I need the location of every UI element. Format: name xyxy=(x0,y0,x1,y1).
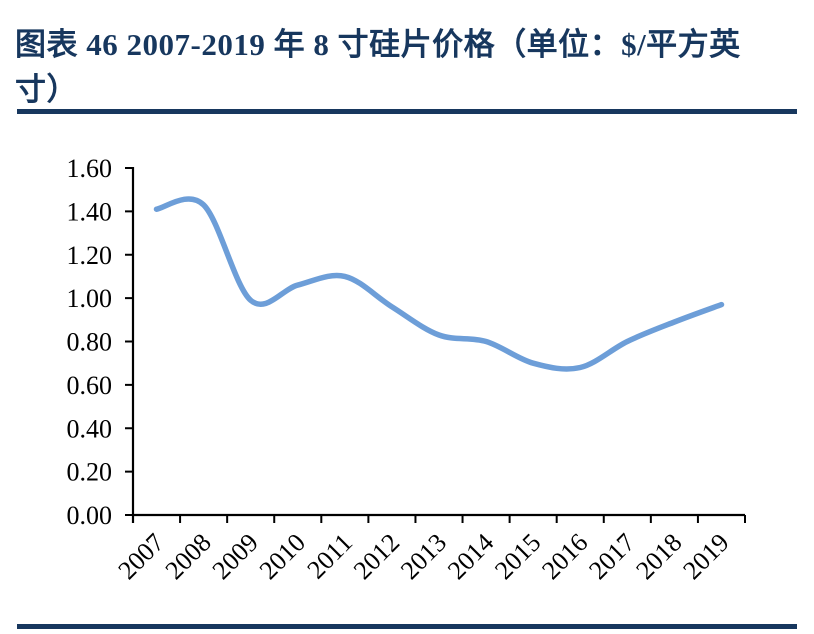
x-tick-label: 2007 xyxy=(113,528,170,585)
figure-title-line1: 图表 46 2007-2019 年 8 寸硅片价格（单位：$/平方英 xyxy=(15,27,741,62)
title-divider-rule xyxy=(17,109,797,114)
x-tick-label: 2009 xyxy=(207,528,264,585)
price-line-chart: 0.00 0.20 0.40 0.60 0.80 1.00 1.20 1.40 1.60 2007… xyxy=(67,154,746,585)
x-tick-label: 2008 xyxy=(160,528,217,585)
footer-divider-rule xyxy=(17,624,797,629)
x-tick-label: 2017 xyxy=(583,528,640,585)
x-tick-label: 2014 xyxy=(442,528,499,585)
figure-title: 图表 46 2007-2019 年 8 寸硅片价格（单位：$/平方英 寸） xyxy=(15,22,805,112)
x-tick-label: 2011 xyxy=(301,528,358,585)
x-tick-label: 2010 xyxy=(254,528,311,585)
figure-title-line2: 寸） xyxy=(15,72,78,107)
y-tick-label: 1.00 xyxy=(67,284,113,313)
y-tick-label: 1.60 xyxy=(67,154,113,183)
x-tick-label: 2018 xyxy=(630,528,687,585)
y-tick-label: 0.00 xyxy=(67,501,113,530)
y-tick-label: 0.80 xyxy=(67,328,113,357)
price-line-series xyxy=(153,196,725,372)
x-tick-label: 2015 xyxy=(489,528,546,585)
y-tick-label: 0.40 xyxy=(67,414,113,443)
x-tick-label: 2019 xyxy=(677,528,734,585)
x-tick-label: 2012 xyxy=(348,528,405,585)
x-tick-label: 2016 xyxy=(536,528,593,585)
y-tick-label: 1.20 xyxy=(67,241,113,270)
x-tick-label: 2013 xyxy=(395,528,452,585)
y-tick-label: 1.40 xyxy=(67,197,113,226)
y-tick-label: 0.20 xyxy=(67,458,113,487)
y-tick-label: 0.60 xyxy=(67,371,113,400)
